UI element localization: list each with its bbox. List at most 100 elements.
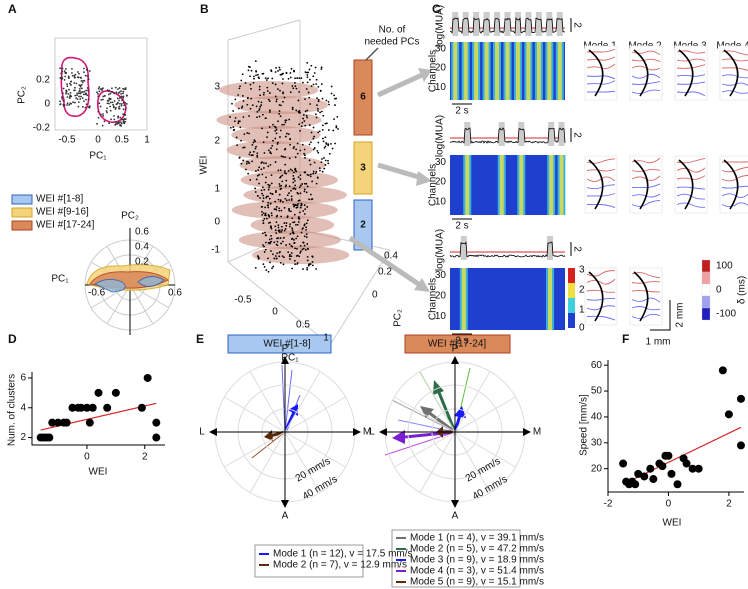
b-point	[267, 183, 270, 186]
b-point	[289, 253, 291, 256]
a-point	[74, 101, 76, 104]
a-point	[77, 71, 79, 73]
b-point	[258, 182, 260, 185]
b-point	[315, 78, 318, 81]
point	[68, 403, 77, 412]
b-point	[278, 66, 281, 69]
a-point	[122, 90, 125, 93]
a-point	[118, 99, 120, 102]
b-point	[261, 213, 264, 216]
b-point	[264, 214, 266, 217]
b-slice	[226, 141, 313, 159]
b-point	[333, 118, 335, 121]
b-point	[265, 269, 268, 272]
b-point	[298, 186, 301, 189]
b-point	[300, 250, 302, 253]
up-state	[464, 122, 471, 146]
b-point	[278, 183, 281, 185]
b-slice	[238, 231, 342, 249]
a-point	[84, 106, 87, 109]
b-point	[298, 90, 301, 93]
b-point	[286, 194, 289, 197]
b-point	[306, 266, 309, 269]
a-point	[65, 92, 67, 95]
b-point	[288, 207, 290, 210]
heat-stripe	[484, 42, 489, 100]
b-point	[270, 182, 273, 185]
b-point	[296, 223, 299, 226]
b-point	[290, 252, 293, 254]
a-point	[125, 103, 128, 105]
b-point	[316, 97, 318, 100]
b-point	[305, 88, 308, 90]
b-point	[308, 263, 311, 266]
b-point	[291, 267, 293, 270]
z-tick-label: -1	[211, 245, 220, 256]
a-point	[122, 96, 125, 99]
b-point	[274, 126, 277, 129]
b-point	[315, 182, 318, 185]
b-point	[291, 217, 294, 220]
b-point	[297, 176, 300, 179]
a-point	[75, 82, 78, 85]
mode-map	[629, 155, 663, 214]
b-point	[263, 266, 266, 268]
a-point	[106, 102, 109, 105]
b-point	[260, 101, 263, 104]
e-title-box	[404, 334, 511, 354]
a-point	[102, 87, 104, 90]
b-point	[277, 169, 280, 172]
b-point	[262, 72, 265, 75]
contour	[721, 185, 748, 189]
b-point	[246, 103, 249, 106]
a-point	[100, 113, 102, 116]
e-title-box	[227, 334, 332, 354]
contour	[586, 168, 616, 172]
b-point	[246, 132, 249, 134]
b-point	[266, 86, 269, 89]
b-point	[275, 132, 278, 135]
a-point	[105, 110, 108, 112]
a-point	[59, 67, 62, 70]
a-point	[78, 95, 80, 98]
b-point	[303, 188, 306, 191]
zero-contour	[633, 159, 649, 210]
x-axis-label: PC₁	[89, 151, 107, 162]
heat-stripe	[536, 42, 541, 100]
a-point	[124, 120, 127, 123]
a-point	[85, 103, 88, 106]
b-point	[292, 174, 295, 177]
a-point	[122, 120, 125, 123]
b-point	[272, 265, 275, 268]
b-point	[268, 111, 271, 113]
b-point	[284, 172, 286, 174]
channel-label: Channels	[428, 50, 439, 92]
b-point	[275, 100, 278, 103]
b-point	[312, 148, 315, 151]
y-axis-label: PC₂	[393, 309, 404, 327]
b-point	[282, 100, 284, 103]
y-tick-label: 0	[44, 99, 50, 110]
b-point	[261, 161, 263, 164]
heat-stripe	[505, 42, 510, 100]
b-point	[297, 216, 300, 218]
b-point	[330, 85, 333, 88]
b-point	[293, 213, 296, 216]
b-point	[316, 150, 319, 152]
b-point	[305, 233, 308, 236]
b-point	[325, 122, 328, 125]
up-state	[546, 12, 553, 36]
y-tick-label: -0.2	[33, 123, 51, 134]
trace-label: log(MUA)	[435, 115, 446, 157]
a-point	[97, 95, 100, 98]
b-point	[295, 109, 298, 112]
b-point	[274, 161, 277, 163]
a-point	[75, 97, 78, 99]
a-point	[85, 89, 88, 92]
x-tick-label: 1	[144, 135, 150, 146]
b-point	[270, 237, 273, 240]
b-point	[324, 136, 327, 139]
a-point	[110, 90, 113, 93]
b-point	[270, 240, 273, 243]
a-point	[108, 98, 111, 101]
